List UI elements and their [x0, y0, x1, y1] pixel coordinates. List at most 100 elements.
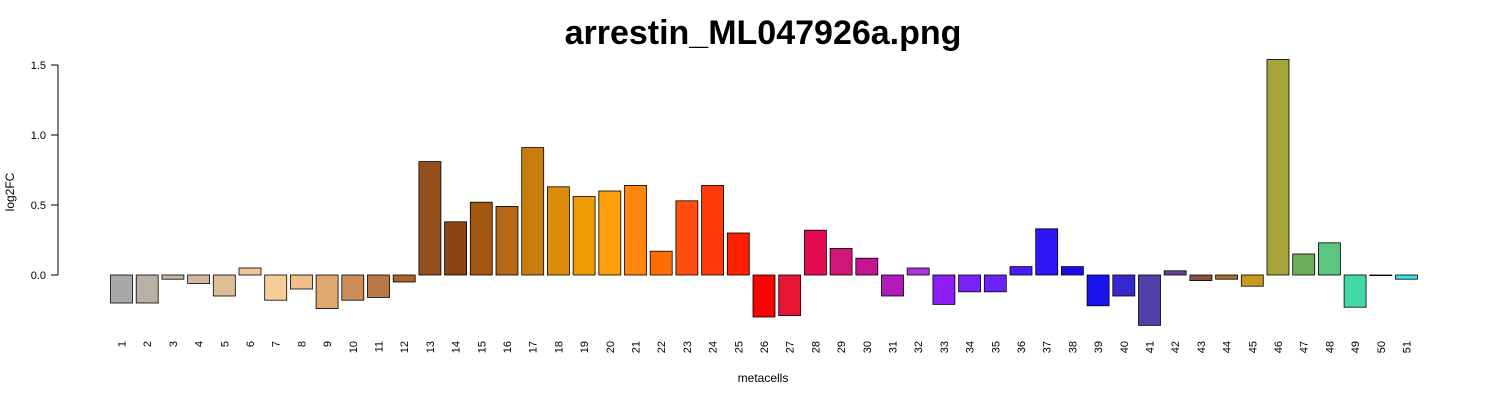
x-tick-label: 11 — [374, 341, 386, 352]
x-tick-label: 14 — [451, 341, 463, 353]
x-tick-label: 40 — [1119, 341, 1131, 353]
x-tick-label: 12 — [399, 341, 411, 353]
x-tick-label: 41 — [1145, 341, 1157, 353]
chart-title: arrestin_ML047926a.png — [565, 14, 962, 52]
x-tick-label: 24 — [708, 341, 720, 353]
bar-44 — [1215, 274, 1238, 280]
x-tick-label: 38 — [1067, 341, 1079, 353]
bar-14 — [444, 221, 468, 276]
x-tick-label: 29 — [836, 341, 848, 353]
bar-22 — [649, 250, 673, 276]
x-tick-label: 16 — [502, 341, 514, 353]
bar-4 — [187, 274, 211, 284]
x-tick-label: 20 — [605, 341, 617, 353]
x-tick-label: 27 — [785, 341, 797, 353]
x-tick-label: 36 — [1016, 341, 1028, 353]
bar-16 — [495, 205, 519, 276]
bar-34 — [958, 274, 981, 293]
bars — [110, 59, 1418, 326]
x-tick-label: 30 — [862, 341, 874, 353]
y-tick-label: 1.5 — [31, 60, 46, 72]
x-tick-label: 26 — [759, 341, 771, 353]
bar-40 — [1112, 274, 1136, 297]
y-axis-label: log2FC — [3, 172, 17, 211]
bar-9 — [315, 274, 339, 309]
x-tick-label: 42 — [1170, 341, 1182, 353]
x-tick-label: 19 — [579, 341, 591, 353]
bar-7 — [264, 274, 288, 301]
bar-51 — [1395, 274, 1418, 280]
x-tick-label: 47 — [1299, 341, 1311, 353]
bar-25 — [726, 232, 750, 276]
x-tick-label: 34 — [965, 341, 977, 353]
bar-15 — [469, 201, 493, 276]
bar-30 — [855, 257, 879, 276]
bar-50 — [1369, 274, 1393, 277]
x-tick-label: 39 — [1093, 341, 1105, 353]
x-tick-label: 4 — [194, 341, 206, 347]
y-tick-label: 0.0 — [31, 270, 46, 282]
x-tick-label: 28 — [810, 341, 822, 353]
bar-47 — [1292, 253, 1316, 276]
x-tick-label: 9 — [322, 341, 334, 347]
x-tick-label: 25 — [733, 341, 745, 353]
x-tick-label: 45 — [1247, 341, 1259, 353]
bar-17 — [521, 147, 545, 276]
bar-23 — [675, 200, 699, 276]
x-tick-labels: 1 2 3 4 5 6 7 8 9 10 11 12 13 14 15 16 17 18 19 20 21 22 23 24 2… — [117, 341, 1414, 353]
bar-27 — [778, 274, 802, 316]
y-axis: 0.0 0.5 1.0 1.5 — [31, 60, 59, 282]
x-tick-label: 18 — [553, 341, 565, 353]
bar-46 — [1266, 59, 1290, 276]
x-tick-label: 21 — [631, 341, 643, 353]
bar-20 — [598, 190, 622, 276]
x-tick-label: 8 — [296, 341, 308, 347]
x-tick-label: 51 — [1402, 341, 1414, 353]
bar-3 — [161, 274, 185, 280]
bar-38 — [1061, 266, 1084, 276]
bar-42 — [1163, 270, 1187, 276]
y-tick-label: 1.0 — [31, 130, 46, 142]
x-tick-label: 33 — [939, 341, 951, 353]
bar-12 — [392, 274, 416, 283]
bar-10 — [341, 274, 365, 301]
x-tick-label: 2 — [142, 341, 154, 347]
bar-6 — [238, 267, 262, 276]
x-tick-label: 32 — [913, 341, 925, 353]
bar-45 — [1240, 274, 1264, 287]
bar-43 — [1189, 274, 1213, 281]
bar-48 — [1318, 242, 1341, 276]
bar-49 — [1343, 274, 1367, 308]
bar-1 — [110, 274, 133, 304]
x-tick-label: 3 — [168, 341, 180, 347]
x-tick-label: 5 — [219, 341, 231, 347]
x-tick-label: 35 — [990, 341, 1002, 353]
bar-32 — [906, 267, 930, 276]
bar-41 — [1138, 274, 1161, 326]
x-tick-label: 37 — [1042, 341, 1054, 353]
x-tick-label: 22 — [656, 341, 668, 353]
x-tick-label: 46 — [1273, 341, 1285, 353]
x-tick-label: 44 — [1222, 341, 1234, 353]
y-tick-label: 0.5 — [31, 200, 46, 212]
bar-24 — [701, 184, 724, 276]
x-tick-label: 17 — [528, 341, 540, 353]
bar-31 — [881, 274, 904, 297]
bar-26 — [752, 274, 776, 318]
bar-39 — [1086, 274, 1110, 307]
x-tick-label: 43 — [1196, 341, 1208, 353]
x-tick-label: 7 — [271, 341, 283, 347]
x-tick-label: 1 — [117, 341, 129, 347]
bar-37 — [1035, 228, 1059, 276]
bar-21 — [624, 184, 647, 276]
x-tick-label: 49 — [1350, 341, 1362, 353]
bar-28 — [804, 229, 827, 276]
bar-13 — [418, 161, 442, 276]
x-tick-label: 31 — [888, 341, 900, 353]
x-tick-label: 15 — [476, 341, 488, 353]
bar-2 — [135, 274, 159, 304]
x-tick-label: 48 — [1324, 341, 1336, 353]
bar-35 — [983, 274, 1007, 293]
bar-19 — [572, 196, 596, 276]
